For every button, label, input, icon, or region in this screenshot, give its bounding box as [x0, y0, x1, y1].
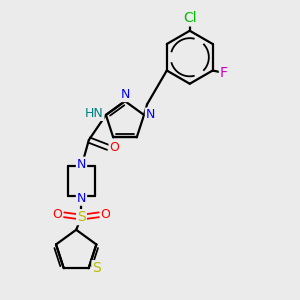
Text: S: S	[92, 261, 101, 275]
Text: N: N	[146, 109, 155, 122]
Text: N: N	[77, 192, 86, 205]
Text: N: N	[120, 88, 130, 101]
Text: S: S	[77, 210, 86, 224]
Text: N: N	[77, 158, 86, 171]
Text: O: O	[110, 141, 119, 154]
Text: O: O	[101, 208, 111, 221]
Text: O: O	[52, 208, 62, 221]
Text: HN: HN	[85, 107, 104, 120]
Text: Cl: Cl	[183, 11, 196, 26]
Text: F: F	[220, 66, 228, 80]
